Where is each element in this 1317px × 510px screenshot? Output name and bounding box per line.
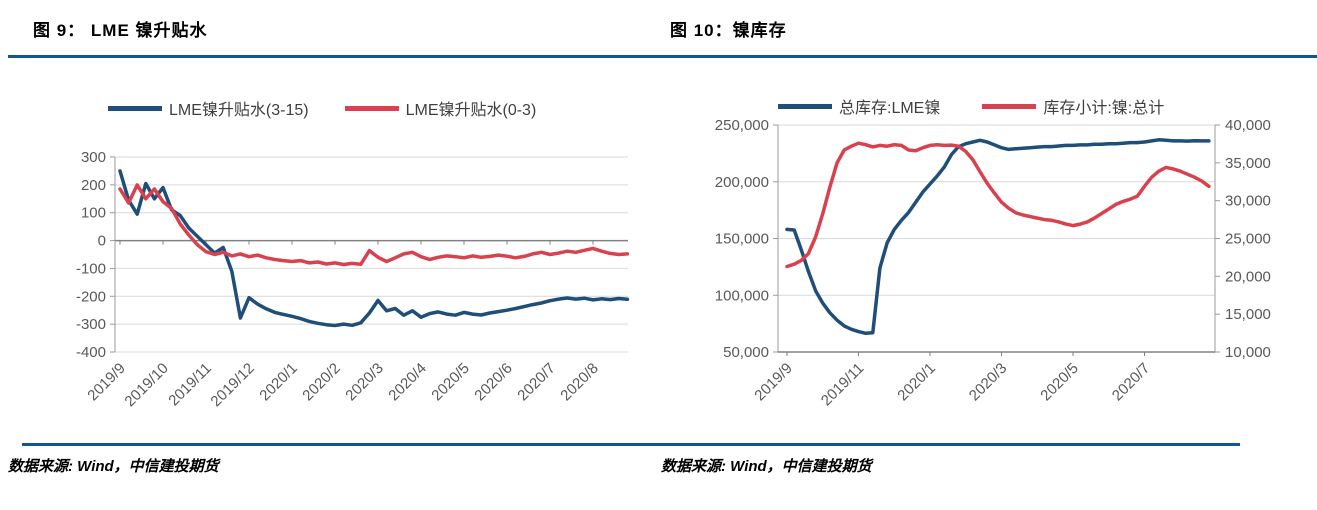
svg-text:2019/10: 2019/10	[121, 360, 171, 410]
svg-text:100: 100	[81, 205, 106, 222]
legend-item: 总库存:LME镍	[778, 94, 940, 118]
legend-label: LME镍升贴水(3-15)	[169, 102, 309, 119]
title-rule	[8, 55, 1317, 58]
svg-text:2020/5: 2020/5	[1037, 360, 1081, 404]
svg-text:250,000: 250,000	[715, 117, 769, 134]
x-axis-labels: 2019/92019/102019/112019/122020/12020/22…	[84, 360, 601, 410]
legend-item: LME镍升贴水(0-3)	[344, 96, 537, 120]
legend-item: LME镍升贴水(3-15)	[108, 96, 309, 120]
figure-9-source: 数据来源: Wind，中信建投期货	[8, 458, 219, 475]
svg-text:30,000: 30,000	[1225, 193, 1271, 210]
svg-text:2019/9: 2019/9	[751, 360, 795, 404]
figure-10-source: 数据来源: Wind，中信建投期货	[661, 458, 872, 475]
svg-text:2020/1: 2020/1	[894, 360, 938, 404]
svg-text:2020/7: 2020/7	[1109, 360, 1153, 404]
svg-text:2020/7: 2020/7	[514, 360, 558, 404]
svg-text:50,000: 50,000	[723, 344, 769, 361]
nickel-inventory-chart: 50,000 100,000 150,000 200,000 250,000 10,000…	[715, 117, 1271, 410]
svg-text:35,000: 35,000	[1225, 155, 1271, 172]
y-axis-labels-right: 10,000 15,000 20,000 25,000 30,000 35,000 40,0…	[1225, 117, 1271, 361]
svg-text:2020/3: 2020/3	[342, 360, 386, 404]
svg-text:2020/3: 2020/3	[966, 360, 1010, 404]
legend-item: 库存小计:镍:总计	[982, 94, 1164, 118]
series-lines	[785, 138, 1211, 336]
gridlines	[115, 156, 628, 353]
svg-text:25,000: 25,000	[1225, 231, 1271, 248]
svg-text:2020/4: 2020/4	[385, 360, 429, 404]
svg-text:0: 0	[98, 233, 106, 250]
svg-text:2020/1: 2020/1	[256, 360, 300, 404]
series-line-0	[118, 169, 630, 328]
x-axis-labels: 2019/9 2019/11 2020/1 2020/3 2020/5 2020/7	[751, 360, 1153, 410]
svg-text:15,000: 15,000	[1225, 306, 1271, 323]
figure-10-legend: 总库存:LME镍 库存小计:镍:总计	[778, 94, 1164, 118]
svg-text:2019/11: 2019/11	[165, 360, 215, 410]
svg-text:2019/11: 2019/11	[818, 360, 868, 410]
svg-text:40,000: 40,000	[1225, 117, 1271, 134]
axes	[110, 156, 594, 353]
figure-10-title: 图 10：镍库存	[670, 21, 787, 40]
red-line-swatch-icon	[982, 103, 1037, 109]
legend-label: 库存小计:镍:总计	[1043, 100, 1165, 117]
series-line-0	[785, 138, 1211, 336]
blue-line-swatch-icon	[108, 105, 162, 111]
axes	[773, 124, 1220, 356]
svg-text:2019/12: 2019/12	[207, 360, 257, 410]
series-line-1	[118, 183, 630, 267]
y-axis-labels-left: -400 -300 -200 -100 0 100 200 300	[76, 149, 106, 361]
lme-nickel-premium-chart: -400 -300 -200 -100 0 100 200 300 2019/92019/102…	[76, 149, 630, 410]
svg-text:-400: -400	[76, 344, 106, 361]
source-rule	[22, 443, 1240, 446]
legend-label: 总库存:LME镍	[839, 100, 941, 117]
svg-text:-100: -100	[76, 260, 106, 277]
series-lines	[118, 169, 630, 328]
svg-text:2020/2: 2020/2	[299, 360, 343, 404]
svg-text:2020/8: 2020/8	[557, 360, 601, 404]
svg-text:20,000: 20,000	[1225, 268, 1271, 285]
svg-text:200,000: 200,000	[715, 174, 769, 191]
svg-text:2020/6: 2020/6	[471, 360, 515, 404]
svg-text:150,000: 150,000	[715, 231, 769, 248]
blue-line-swatch-icon	[778, 103, 832, 109]
svg-text:2020/5: 2020/5	[428, 360, 472, 404]
svg-text:300: 300	[81, 149, 106, 166]
svg-text:-200: -200	[76, 288, 106, 305]
svg-text:100,000: 100,000	[715, 287, 769, 304]
svg-text:200: 200	[81, 177, 106, 194]
series-line-1	[785, 141, 1211, 269]
svg-text:-300: -300	[76, 316, 106, 333]
y-axis-labels-left: 50,000 100,000 150,000 200,000 250,000	[715, 117, 769, 361]
figure-9-title: 图 9： LME 镍升贴水	[33, 21, 208, 40]
legend-label: LME镍升贴水(0-3)	[405, 102, 537, 119]
red-line-swatch-icon	[344, 105, 399, 111]
gridlines	[778, 124, 1215, 353]
figure-9-legend: LME镍升贴水(3-15) LME镍升贴水(0-3)	[108, 96, 536, 120]
svg-text:10,000: 10,000	[1225, 344, 1271, 361]
